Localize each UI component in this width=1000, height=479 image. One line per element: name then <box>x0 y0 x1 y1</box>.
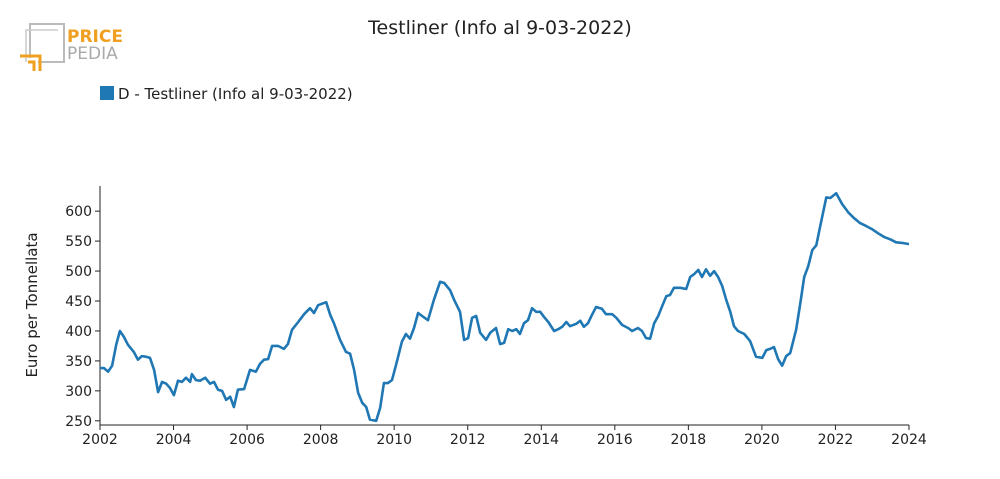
legend-label: D - Testliner (Info al 9-03-2022) <box>118 85 353 103</box>
line <box>100 191 910 423</box>
y-tick-label: 350 <box>65 354 92 370</box>
x-tick-label: 2024 <box>891 432 927 448</box>
logo-text: PRICE <box>67 27 123 47</box>
y-tick-label: 300 <box>65 384 92 400</box>
x-tick-label: 2014 <box>523 432 559 448</box>
y-tick-label: 550 <box>65 234 92 250</box>
y-tick-label: 450 <box>65 294 92 310</box>
logo-text: PEDIA <box>67 44 118 64</box>
x-tick-label: 2006 <box>229 432 265 448</box>
y-axis-label: Euro per Tonnellata <box>23 232 41 377</box>
y-tick-label: 500 <box>65 264 92 280</box>
x-tick-label: 2002 <box>82 432 118 448</box>
x-tick-label: 2016 <box>597 432 633 448</box>
x-tick-label: 2022 <box>818 432 854 448</box>
y-tick-label: 600 <box>65 204 92 220</box>
y-tick-label: 250 <box>65 414 92 430</box>
x-tick-label: 2020 <box>744 432 780 448</box>
x-tick-label: 2012 <box>450 432 486 448</box>
y-tick-label: 400 <box>65 324 92 340</box>
logo: PRICE PEDIA <box>20 23 123 71</box>
legend-swatch <box>100 86 114 100</box>
x-tick-label: 2004 <box>156 432 192 448</box>
x-tick-label: 2010 <box>376 432 412 448</box>
chart-title: Testliner (Info al 9-03-2022) <box>367 17 632 39</box>
x-tick-label: 2008 <box>303 432 339 448</box>
x-tick-label: 2018 <box>671 432 707 448</box>
